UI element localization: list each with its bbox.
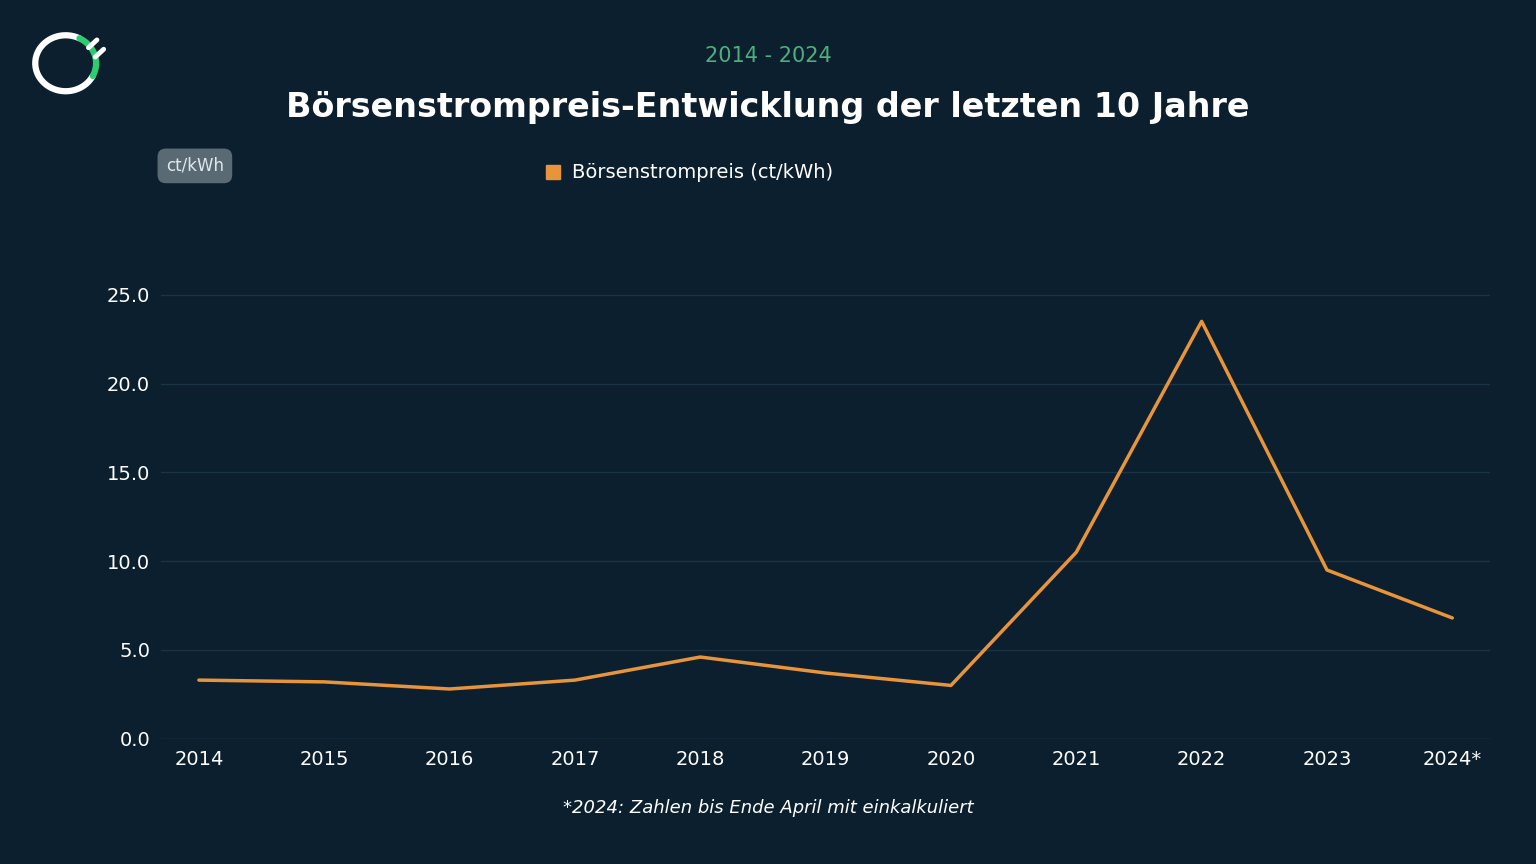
Text: Börsenstrompreis-Entwicklung der letzten 10 Jahre: Börsenstrompreis-Entwicklung der letzten… xyxy=(286,92,1250,124)
Legend: Börsenstrompreis (ct/kWh): Börsenstrompreis (ct/kWh) xyxy=(544,163,834,182)
Text: 2014 - 2024: 2014 - 2024 xyxy=(705,46,831,67)
Text: ct/kWh: ct/kWh xyxy=(166,157,224,175)
Text: *2024: Zahlen bis Ende April mit einkalkuliert: *2024: Zahlen bis Ende April mit einkalk… xyxy=(562,799,974,816)
